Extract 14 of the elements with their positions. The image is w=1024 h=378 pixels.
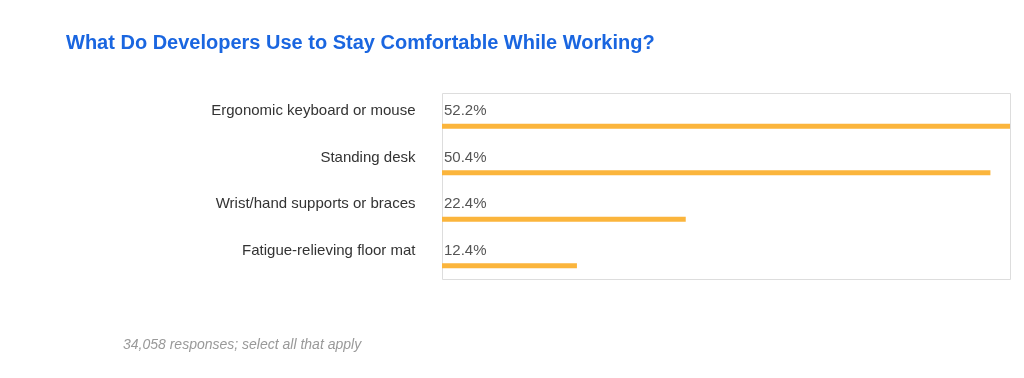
bar [442, 263, 577, 269]
bar [442, 123, 1010, 129]
y-tick-label: Wrist/hand supports or braces [215, 194, 416, 212]
data-label: 12.4% [444, 240, 487, 258]
y-tick-label: Standing desk [320, 147, 416, 165]
data-label: 52.2% [444, 101, 487, 119]
text: 34,058 responses; select all that apply [123, 336, 363, 352]
y-tick-label: Ergonomic keyboard or mouse [211, 101, 416, 119]
bar [442, 216, 686, 222]
y-tick-label: Fatigue-relieving floor mat [242, 240, 417, 258]
bar [442, 170, 991, 176]
data-label: 50.4% [444, 147, 487, 165]
chart-title: What Do Developers Use to Stay Comfortable While Working? [66, 31, 655, 53]
data-label: 22.4% [444, 194, 487, 212]
